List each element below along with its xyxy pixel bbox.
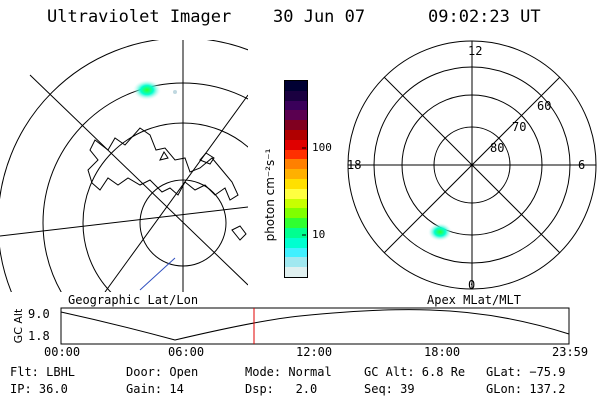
apex-panel-label: Apex MLat/MLT (427, 293, 521, 307)
observation-time: 09:02:23 UT (428, 7, 541, 27)
colorbar-segment (285, 169, 307, 179)
info-mode: Mode: Normal (245, 365, 332, 379)
info-glon: GLon: 137.2 (486, 382, 566, 396)
colorbar-segment (285, 227, 307, 238)
info-seq: Seq: 39 (364, 382, 415, 396)
mlat-label-70: 70 (512, 120, 527, 134)
apex-polar-plot (347, 40, 597, 290)
geo-panel-label: Geographic Lat/Lon (68, 293, 199, 307)
coastline (159, 151, 169, 161)
geo-lon-line (29, 74, 248, 286)
altitude-ylabel: GC Alt (12, 308, 25, 343)
info-gc-alt: GC Alt: 6.8 Re (364, 365, 466, 379)
mlt-label-6: 6 (578, 158, 586, 172)
info-gain: Gain: 14 (126, 382, 184, 396)
info-door: Door: Open (126, 365, 199, 379)
time-tick-2359: 23:59 (552, 345, 589, 359)
colorbar-segment (285, 81, 307, 91)
time-tick-1800: 18:00 (424, 345, 461, 359)
mlt-line-diag (383, 76, 561, 254)
instrument-title: Ultraviolet Imager (47, 7, 232, 27)
colorbar-segment (285, 129, 307, 140)
coastline (231, 225, 247, 241)
colorbar-tick-10: 10 (312, 228, 326, 241)
colorbar-segment (285, 208, 307, 219)
colorbar-tick-100: 100 (312, 141, 332, 154)
mlt-label-12: 12 (468, 44, 483, 58)
colorbar-segment (285, 139, 307, 150)
altitude-plot: GC Alt (12, 307, 570, 345)
altitude-ytick-max: 9.0 (28, 307, 50, 321)
info-ip: IP: 36.0 (10, 382, 68, 396)
time-tick-0000: 00:00 (44, 345, 81, 359)
colorbar-segment (285, 90, 307, 101)
colorbar-segment (285, 178, 307, 189)
colorbar-segment (285, 237, 307, 248)
aurora-spot (428, 223, 452, 241)
time-tick-1200: 12:00 (296, 345, 333, 359)
colorbar-axis: photon cm⁻²s⁻¹ (263, 147, 306, 241)
colorbar-segment (285, 267, 307, 277)
aurora-spot (133, 80, 161, 100)
colorbar-segment (285, 257, 307, 268)
colorbar-segment (285, 120, 307, 130)
coastline (87, 127, 239, 201)
colorbar-segment (285, 188, 307, 199)
colorbar-segment (285, 149, 307, 160)
geo-lon-line (0, 206, 248, 237)
time-tick-0600: 06:00 (168, 345, 205, 359)
colorbar-unit-label: photon cm⁻²s⁻¹ (263, 148, 277, 241)
colorbar-segment (285, 159, 307, 170)
mlat-label-80: 80 (490, 141, 505, 155)
colorbar-segment (285, 100, 307, 111)
aurora-speck (173, 90, 177, 94)
colorbar-segment (285, 247, 307, 258)
info-filter: Flt: LBHL (10, 365, 76, 379)
colorbar-segment (285, 110, 307, 121)
altitude-curve (60, 309, 570, 341)
mlat-label-60: 60 (537, 99, 552, 113)
colorbar-segment (285, 198, 307, 209)
colorbar (284, 80, 308, 278)
info-glat: GLat: −75.9 (486, 365, 566, 379)
altitude-plot-frame (60, 307, 570, 345)
colorbar-segment (285, 218, 307, 228)
coast-blue (139, 257, 176, 291)
info-dsp: Dsp: 2.0 (245, 382, 318, 396)
mlt-label-18: 18 (347, 158, 362, 172)
mlt-label-0: 0 (468, 278, 476, 292)
observation-date: 30 Jun 07 (273, 7, 366, 27)
altitude-ytick-min: 1.8 (28, 329, 50, 343)
coastline (199, 152, 215, 165)
